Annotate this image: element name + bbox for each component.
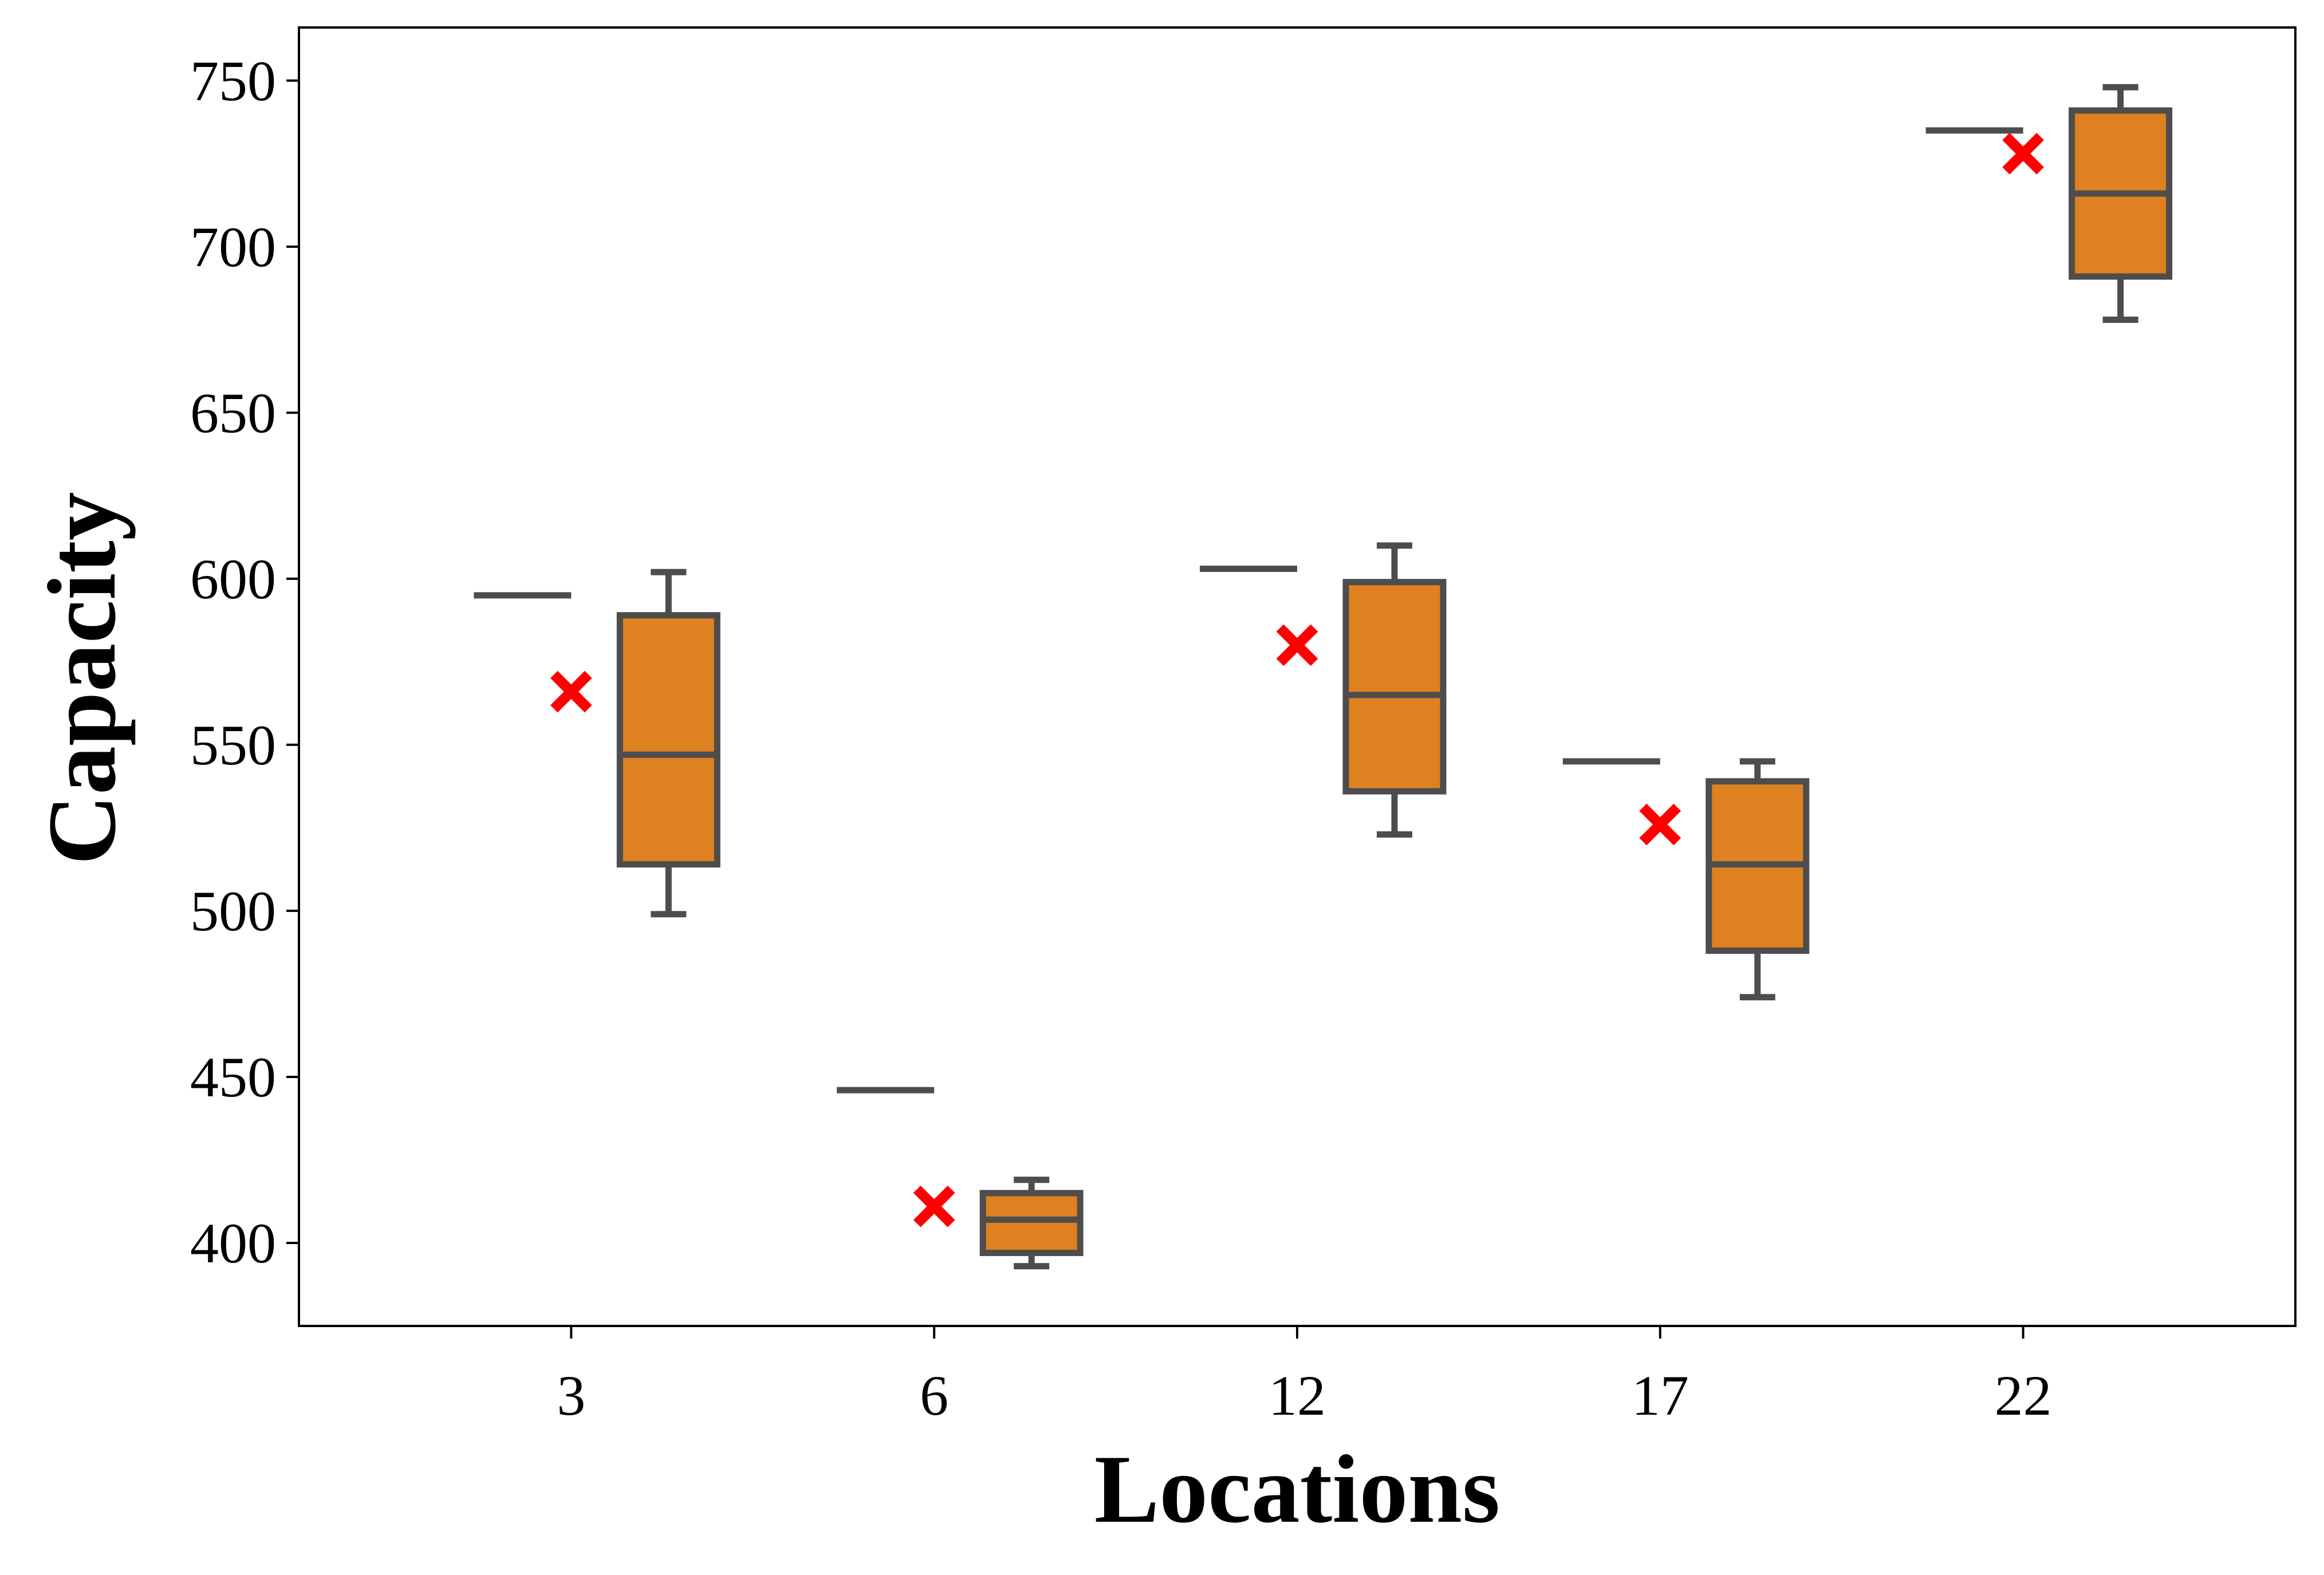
box-body [979, 1190, 1084, 1256]
x-tick-label: 3 [557, 1364, 585, 1427]
x-tick-label: 17 [1632, 1364, 1689, 1427]
y-tick-label: 750 [190, 49, 276, 113]
mean-marker [550, 670, 592, 713]
y-tick-label: 600 [190, 547, 276, 611]
marker-stroke [2002, 133, 2045, 175]
box-group [1925, 84, 2173, 323]
y-tick-label: 450 [190, 1045, 276, 1109]
mean-marker [1639, 803, 1681, 846]
mean-marker [913, 1185, 955, 1227]
plot-frame [298, 26, 2297, 1327]
y-axis-ticks: 400 450 500 550 600 650 700 750 [190, 49, 299, 1275]
x-axis-ticks: 3 6 12 17 22 [557, 1326, 2052, 1427]
marker-stroke [550, 670, 592, 713]
box-group [1562, 758, 1810, 1001]
mean-marker [2002, 133, 2045, 175]
box-group [837, 1087, 1084, 1270]
box-group [1200, 542, 1447, 838]
y-tick-label: 550 [190, 713, 276, 777]
mean-marker [1276, 624, 1318, 666]
y-tick-label: 700 [190, 215, 276, 279]
chart-marks [474, 84, 2173, 1270]
box-group [474, 569, 720, 918]
plot-area [299, 27, 2295, 1326]
y-axis-title: Capacity [28, 492, 136, 865]
box-body [1342, 579, 1447, 795]
y-tick-label: 650 [190, 381, 276, 445]
marker-stroke [913, 1185, 955, 1227]
x-tick-label: 22 [1995, 1364, 2052, 1427]
marker-stroke [1639, 803, 1681, 846]
y-tick-label: 400 [190, 1211, 276, 1275]
box-body [616, 612, 720, 868]
marker-stroke [1276, 624, 1318, 666]
y-tick-label: 500 [190, 879, 276, 943]
x-axis-title: Locations [1094, 1435, 1500, 1543]
x-tick-label: 6 [920, 1364, 948, 1427]
x-tick-label: 12 [1269, 1364, 1326, 1427]
